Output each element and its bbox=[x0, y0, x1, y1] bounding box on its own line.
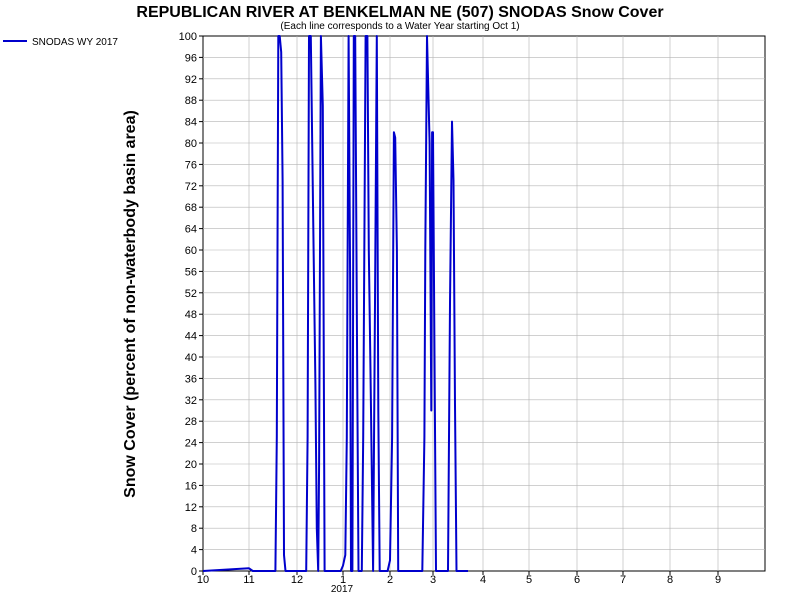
x-tick-label: 8 bbox=[667, 574, 673, 586]
chart-subtitle: (Each line corresponds to a Water Year s… bbox=[280, 21, 519, 32]
y-tick-label: 76 bbox=[185, 159, 197, 171]
y-tick-label: 8 bbox=[191, 523, 197, 535]
x-tick-label: 5 bbox=[526, 574, 532, 586]
y-tick-label: 84 bbox=[185, 117, 197, 129]
grid bbox=[203, 36, 765, 571]
y-tick-label: 32 bbox=[185, 395, 197, 407]
x-tick-label: 2 bbox=[387, 574, 393, 586]
y-tick-label: 72 bbox=[185, 181, 197, 193]
y-tick-label: 36 bbox=[185, 373, 197, 385]
x-tick-label: 12 bbox=[291, 574, 303, 586]
x-tick-label: 6 bbox=[574, 574, 580, 586]
y-tick-label: 68 bbox=[185, 202, 197, 214]
y-tick-label: 4 bbox=[191, 545, 197, 557]
x-tick-label: 1 bbox=[340, 574, 346, 586]
y-tick-label: 52 bbox=[185, 288, 197, 300]
legend-label: SNODAS WY 2017 bbox=[32, 37, 118, 48]
y-tick-label: 20 bbox=[185, 459, 197, 471]
series-group bbox=[202, 35, 468, 572]
x-tick-label: 9 bbox=[715, 574, 721, 586]
y-tick-label: 12 bbox=[185, 502, 197, 514]
x-tick-label: 4 bbox=[480, 574, 486, 586]
y-tick-label: 24 bbox=[185, 438, 197, 450]
y-tick-label: 96 bbox=[185, 52, 197, 64]
x-tick-label: 11 bbox=[243, 574, 254, 586]
y-tick-label: 48 bbox=[185, 309, 197, 321]
series-line-wy-2017 bbox=[202, 35, 468, 572]
chart-title: REPUBLICAN RIVER AT BENKELMAN NE (507) S… bbox=[136, 4, 663, 21]
x-axis: 10 11 12 1 2 3 4 5 6 7 8 9 bbox=[197, 571, 721, 586]
y-tick-label: 40 bbox=[185, 352, 197, 364]
plot-area bbox=[202, 35, 766, 572]
y-axis: 0481216202428323640444852566064687276808… bbox=[179, 31, 203, 578]
x-tick-label: 7 bbox=[620, 574, 626, 586]
y-tick-label: 64 bbox=[185, 224, 197, 236]
y-tick-label: 100 bbox=[179, 31, 197, 43]
x-tick-label: 10 bbox=[197, 574, 209, 586]
y-tick-label: 80 bbox=[185, 138, 197, 150]
x-axis-year-label: 2017 bbox=[331, 584, 354, 595]
y-tick-label: 92 bbox=[185, 74, 197, 86]
y-tick-label: 56 bbox=[185, 266, 197, 278]
y-tick-label: 0 bbox=[191, 566, 197, 578]
y-axis-label: Snow Cover (percent of non-waterbody bas… bbox=[122, 110, 139, 498]
legend: SNODAS WY 2017 bbox=[3, 37, 118, 48]
y-tick-label: 16 bbox=[185, 480, 197, 492]
x-tick-label: 3 bbox=[430, 574, 436, 586]
y-tick-label: 28 bbox=[185, 416, 197, 428]
y-tick-label: 88 bbox=[185, 95, 197, 107]
y-tick-label: 60 bbox=[185, 245, 197, 257]
y-tick-label: 44 bbox=[185, 331, 197, 343]
